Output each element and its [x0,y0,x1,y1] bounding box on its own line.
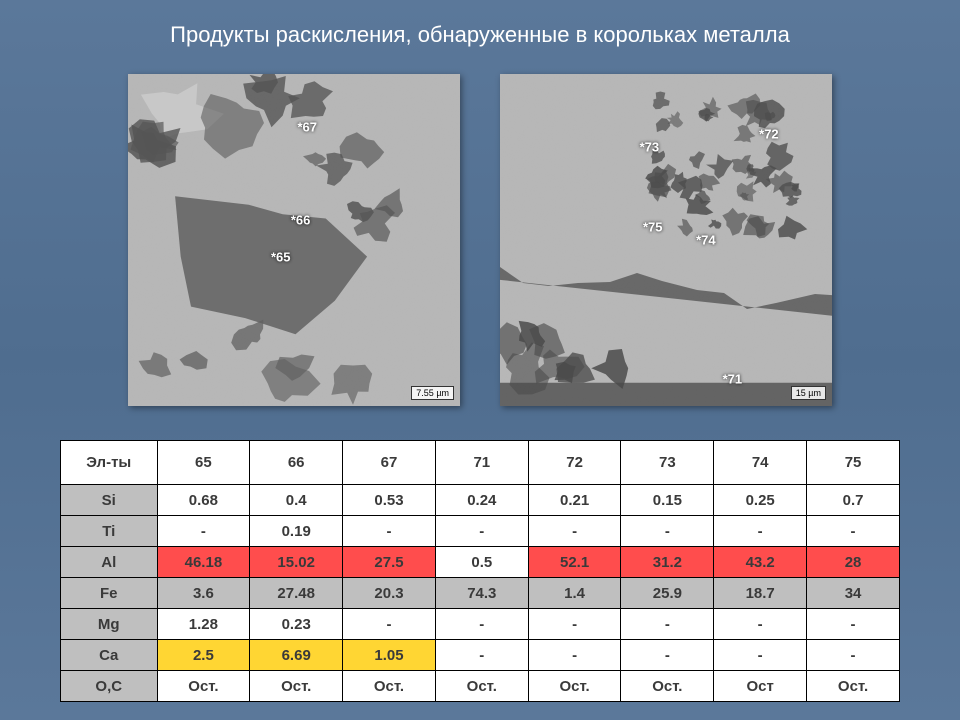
table-cell: 0.15 [621,485,714,516]
table-cell: 0.7 [807,485,900,516]
micrograph-marker: *75 [643,219,663,234]
micrograph-marker: *74 [696,233,716,248]
table-cell: 31.2 [621,547,714,578]
micrograph-marker: *66 [291,213,311,228]
table-cell: Ост. [250,671,343,702]
table-cell: Ост. [807,671,900,702]
col-header: 74 [714,441,807,485]
table-cell: 0.24 [435,485,528,516]
table-row: Fe3.627.4820.374.31.425.918.734 [61,578,900,609]
table-row: Mg1.280.23------ [61,609,900,640]
table-cell: 25.9 [621,578,714,609]
table-cell: - [528,516,621,547]
row-label: Al [61,547,158,578]
table-cell: 34 [807,578,900,609]
table-cell: Ост. [528,671,621,702]
table-cell: Ост. [343,671,436,702]
table-cell: - [435,640,528,671]
col-header: 72 [528,441,621,485]
table-row: O,CОст.Ост.Ост.Ост.Ост.Ост.ОстОст. [61,671,900,702]
slide-title: Продукты раскисления, обнаруженные в кор… [0,22,960,48]
table-cell: 2.5 [157,640,250,671]
col-header-elements: Эл-ты [61,441,158,485]
table-cell: 1.4 [528,578,621,609]
table-cell: 15.02 [250,547,343,578]
table-cell: 0.21 [528,485,621,516]
micrograph-right: *72 *73 *75 *74 *71 15 µm [500,74,832,406]
table-cell: 0.5 [435,547,528,578]
table-cell: 27.48 [250,578,343,609]
scalebar: 7.55 µm [411,386,454,400]
col-header: 65 [157,441,250,485]
table-cell: Ост [714,671,807,702]
row-label: Mg [61,609,158,640]
micrograph-marker: *67 [298,120,318,135]
table-cell: - [714,516,807,547]
col-header: 73 [621,441,714,485]
table-cell: 3.6 [157,578,250,609]
table-cell: 0.68 [157,485,250,516]
table-cell: Ост. [157,671,250,702]
table-row: Ca2.56.691.05----- [61,640,900,671]
table-cell: - [807,609,900,640]
table-cell: - [714,609,807,640]
table-cell: 27.5 [343,547,436,578]
row-label: Si [61,485,158,516]
row-label: Ti [61,516,158,547]
col-header: 71 [435,441,528,485]
table-cell: - [621,640,714,671]
composition-table: Эл-ты6566677172737475Si0.680.40.530.240.… [60,440,900,702]
table-cell: 0.4 [250,485,343,516]
table-cell: - [714,640,807,671]
table-cell: 6.69 [250,640,343,671]
table-cell: 18.7 [714,578,807,609]
table-cell: 20.3 [343,578,436,609]
table-cell: - [528,640,621,671]
table-cell: Ост. [435,671,528,702]
table-cell: - [807,640,900,671]
table-cell: - [435,609,528,640]
table-row: Ti-0.19------ [61,516,900,547]
table-cell: Ост. [621,671,714,702]
micrograph-row: *67 *66 *65 7.55 µm *72 *73 *75 *74 *71 15 µm [0,74,960,406]
table-cell: - [807,516,900,547]
col-header: 75 [807,441,900,485]
table-cell: - [343,609,436,640]
table-cell: 0.25 [714,485,807,516]
table-cell: 1.05 [343,640,436,671]
table-cell: 0.53 [343,485,436,516]
col-header: 66 [250,441,343,485]
table-cell: - [621,516,714,547]
row-label: Fe [61,578,158,609]
table-cell: 0.19 [250,516,343,547]
slide-root: Продукты раскисления, обнаруженные в кор… [0,0,960,720]
row-label: Ca [61,640,158,671]
table-cell: 28 [807,547,900,578]
table-cell: 0.23 [250,609,343,640]
table-cell: - [528,609,621,640]
table-cell: - [343,516,436,547]
micrograph-left: *67 *66 *65 7.55 µm [128,74,460,406]
scalebar: 15 µm [791,386,826,400]
micrograph-marker: *72 [759,126,779,141]
row-label: O,C [61,671,158,702]
table-cell: - [435,516,528,547]
table-cell: 43.2 [714,547,807,578]
micrograph-marker: *65 [271,249,291,264]
micrograph-marker: *71 [723,372,743,387]
table-cell: 46.18 [157,547,250,578]
table-cell: - [157,516,250,547]
table-row: Al46.1815.0227.50.552.131.243.228 [61,547,900,578]
table-cell: 1.28 [157,609,250,640]
table-cell: - [621,609,714,640]
col-header: 67 [343,441,436,485]
table-cell: 74.3 [435,578,528,609]
table-cell: 52.1 [528,547,621,578]
micrograph-marker: *73 [640,140,660,155]
table-row: Si0.680.40.530.240.210.150.250.7 [61,485,900,516]
